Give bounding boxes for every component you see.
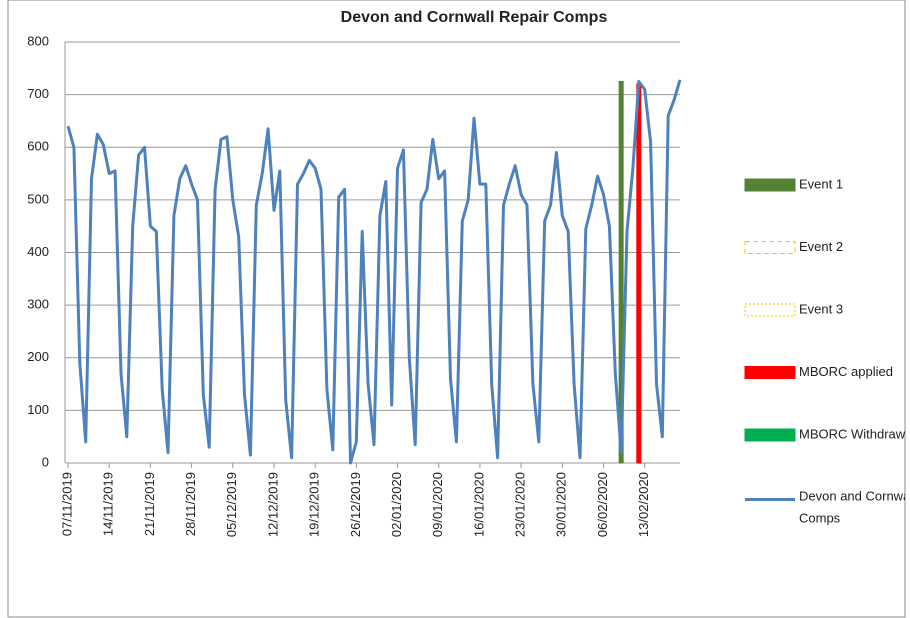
x-tick-label: 30/01/2020 xyxy=(554,472,569,537)
legend-swatch xyxy=(744,241,796,254)
frame xyxy=(7,0,906,618)
y-tick-label: 700 xyxy=(27,86,49,101)
x-tick-label: 05/12/2019 xyxy=(224,472,239,537)
event-bar xyxy=(636,83,642,464)
data-line xyxy=(66,79,682,465)
x-tick-label: 02/01/2020 xyxy=(389,472,404,537)
y-tick-label: 600 xyxy=(27,139,49,154)
chart-title: Devon and Cornwall Repair Comps xyxy=(341,9,608,26)
x-tick-label: 26/12/2019 xyxy=(348,472,363,537)
x-tick-label: 09/01/2020 xyxy=(430,472,445,537)
legend-swatch xyxy=(744,428,796,442)
event-bar xyxy=(618,80,624,464)
legend-label: Event 2 xyxy=(799,239,843,254)
x-tick-label: 16/01/2020 xyxy=(471,472,486,537)
x-tick-label: 06/02/2020 xyxy=(595,472,610,537)
x-tick-label: 13/02/2020 xyxy=(636,472,651,537)
y-tick-label: 500 xyxy=(27,191,49,206)
x-tick-label: 07/11/2019 xyxy=(59,472,74,536)
y-tick-label: 800 xyxy=(27,33,49,48)
x-tick-label: 21/11/2019 xyxy=(142,472,157,536)
x-tick-label: 23/01/2020 xyxy=(513,472,528,537)
legend-label: Event 1 xyxy=(799,176,843,191)
legend-swatch xyxy=(744,178,796,192)
y-tick-label: 200 xyxy=(27,349,49,364)
plot: 0 100 200 300 400 500 600 700 800 07/11/2019 14/11… xyxy=(27,33,910,537)
x-tick-label: 14/11/2019 xyxy=(101,472,116,536)
y-tick-label: 0 xyxy=(42,454,49,469)
y-tick-label: 400 xyxy=(27,244,49,259)
y-tick-label: 100 xyxy=(27,402,49,417)
legend-label: Event 3 xyxy=(799,301,843,316)
legend-label: MBORC applied xyxy=(799,364,893,379)
legend-swatch xyxy=(744,366,796,379)
x-tick-label: 12/12/2019 xyxy=(265,472,280,537)
legend-label: MBORC Withdrawn xyxy=(799,426,910,441)
x-tick-label: 28/11/2019 xyxy=(183,472,198,536)
legend-swatch xyxy=(744,303,796,317)
x-tick-label: 19/12/2019 xyxy=(307,472,322,537)
y-tick-label: 300 xyxy=(27,297,49,312)
